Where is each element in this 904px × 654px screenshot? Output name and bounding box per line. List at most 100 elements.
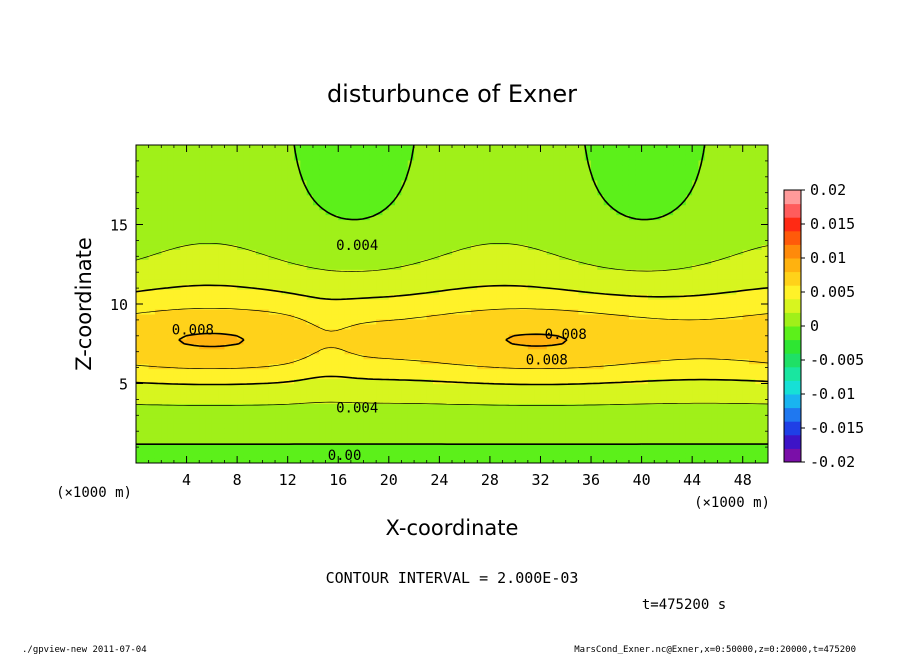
- field-cell: [534, 333, 542, 340]
- field-cell: [464, 448, 472, 454]
- field-cell: [489, 383, 497, 390]
- field-cell: [281, 184, 289, 191]
- field-cell: [331, 249, 339, 255]
- field-cell: [496, 294, 504, 300]
- field-cell: [281, 219, 289, 226]
- field-cell: [565, 413, 573, 419]
- field-cell: [515, 458, 523, 463]
- field-cell: [603, 269, 611, 275]
- field-cell: [452, 413, 459, 419]
- field-cell: [458, 328, 466, 335]
- field-cell: [294, 254, 301, 260]
- field-cell: [502, 398, 510, 404]
- field-cell: [268, 239, 276, 245]
- field-cell: [426, 328, 434, 335]
- field-cell: [363, 418, 371, 424]
- field-cell: [294, 423, 301, 429]
- field-cell: [211, 398, 219, 404]
- field-cell: [445, 174, 453, 181]
- field-cell: [496, 219, 504, 226]
- field-cell: [312, 145, 320, 151]
- field-cell: [186, 299, 194, 305]
- field-cell: [458, 189, 466, 196]
- field-cell: [218, 204, 226, 211]
- field-cell: [275, 413, 282, 419]
- field-cell: [559, 393, 567, 400]
- field-cell: [142, 428, 150, 434]
- field-cell: [540, 149, 548, 156]
- field-cell: [477, 179, 485, 186]
- field-cell: [319, 174, 327, 181]
- field-cell: [243, 328, 251, 335]
- field-cell: [167, 393, 175, 400]
- field-cell: [616, 343, 624, 350]
- field-cell: [142, 343, 150, 350]
- field-cell: [167, 289, 175, 295]
- field-cell: [319, 184, 327, 191]
- field-cell: [148, 184, 156, 191]
- field-cell: [395, 433, 403, 439]
- field-cell: [199, 249, 207, 255]
- field-cell: [331, 184, 339, 191]
- field-cell: [603, 313, 611, 320]
- field-cell: [458, 234, 466, 241]
- field-cell: [477, 438, 485, 444]
- field-cell: [470, 224, 478, 231]
- field-cell: [610, 413, 617, 419]
- field-cell: [205, 393, 213, 400]
- field-cell: [382, 453, 390, 459]
- field-cell: [173, 264, 181, 270]
- field-cell: [262, 343, 270, 350]
- field-cell: [325, 274, 333, 280]
- field-cell: [546, 254, 554, 260]
- field-cell: [167, 154, 175, 161]
- field-cell: [572, 373, 579, 380]
- field-cell: [616, 398, 624, 404]
- field-cell: [616, 318, 624, 325]
- field-cell: [616, 353, 624, 360]
- field-cell: [167, 368, 175, 375]
- field-cell: [439, 358, 447, 365]
- field-cell: [218, 159, 226, 166]
- field-cell: [534, 408, 542, 414]
- field-cell: [546, 199, 554, 206]
- field-cell: [502, 333, 510, 340]
- field-cell: [136, 159, 143, 166]
- field-cell: [218, 388, 226, 395]
- field-cell: [331, 323, 339, 330]
- field-cell: [420, 383, 428, 390]
- field-cell: [281, 254, 289, 260]
- field-cell: [173, 418, 181, 424]
- field-cell: [578, 284, 586, 290]
- field-cell: [610, 423, 617, 429]
- field-cell: [426, 408, 434, 414]
- field-cell: [331, 348, 339, 355]
- field-cell: [622, 204, 630, 211]
- field-cell: [407, 398, 415, 404]
- field-cell: [515, 209, 523, 216]
- field-cell: [616, 199, 624, 206]
- field-cell: [521, 398, 529, 404]
- field-cell: [414, 304, 421, 310]
- field-cell: [546, 209, 554, 216]
- field-cell: [344, 224, 352, 231]
- field-cell: [312, 353, 320, 360]
- field-cell: [294, 184, 301, 191]
- field-cell: [540, 418, 548, 424]
- field-cell: [148, 274, 156, 280]
- field-cell: [502, 209, 510, 216]
- field-cell: [218, 418, 226, 424]
- field-cell: [230, 393, 238, 400]
- field-cell: [275, 244, 282, 250]
- field-cell: [376, 458, 384, 463]
- field-cell: [249, 184, 257, 191]
- field-cell: [401, 413, 409, 419]
- field-cell: [199, 393, 207, 400]
- field-cell: [300, 299, 308, 305]
- field-cell: [584, 244, 592, 250]
- field-cell: [527, 398, 535, 404]
- field-cell: [281, 318, 289, 325]
- field-cell: [546, 145, 554, 151]
- field-cell: [300, 289, 308, 295]
- field-cell: [148, 453, 156, 459]
